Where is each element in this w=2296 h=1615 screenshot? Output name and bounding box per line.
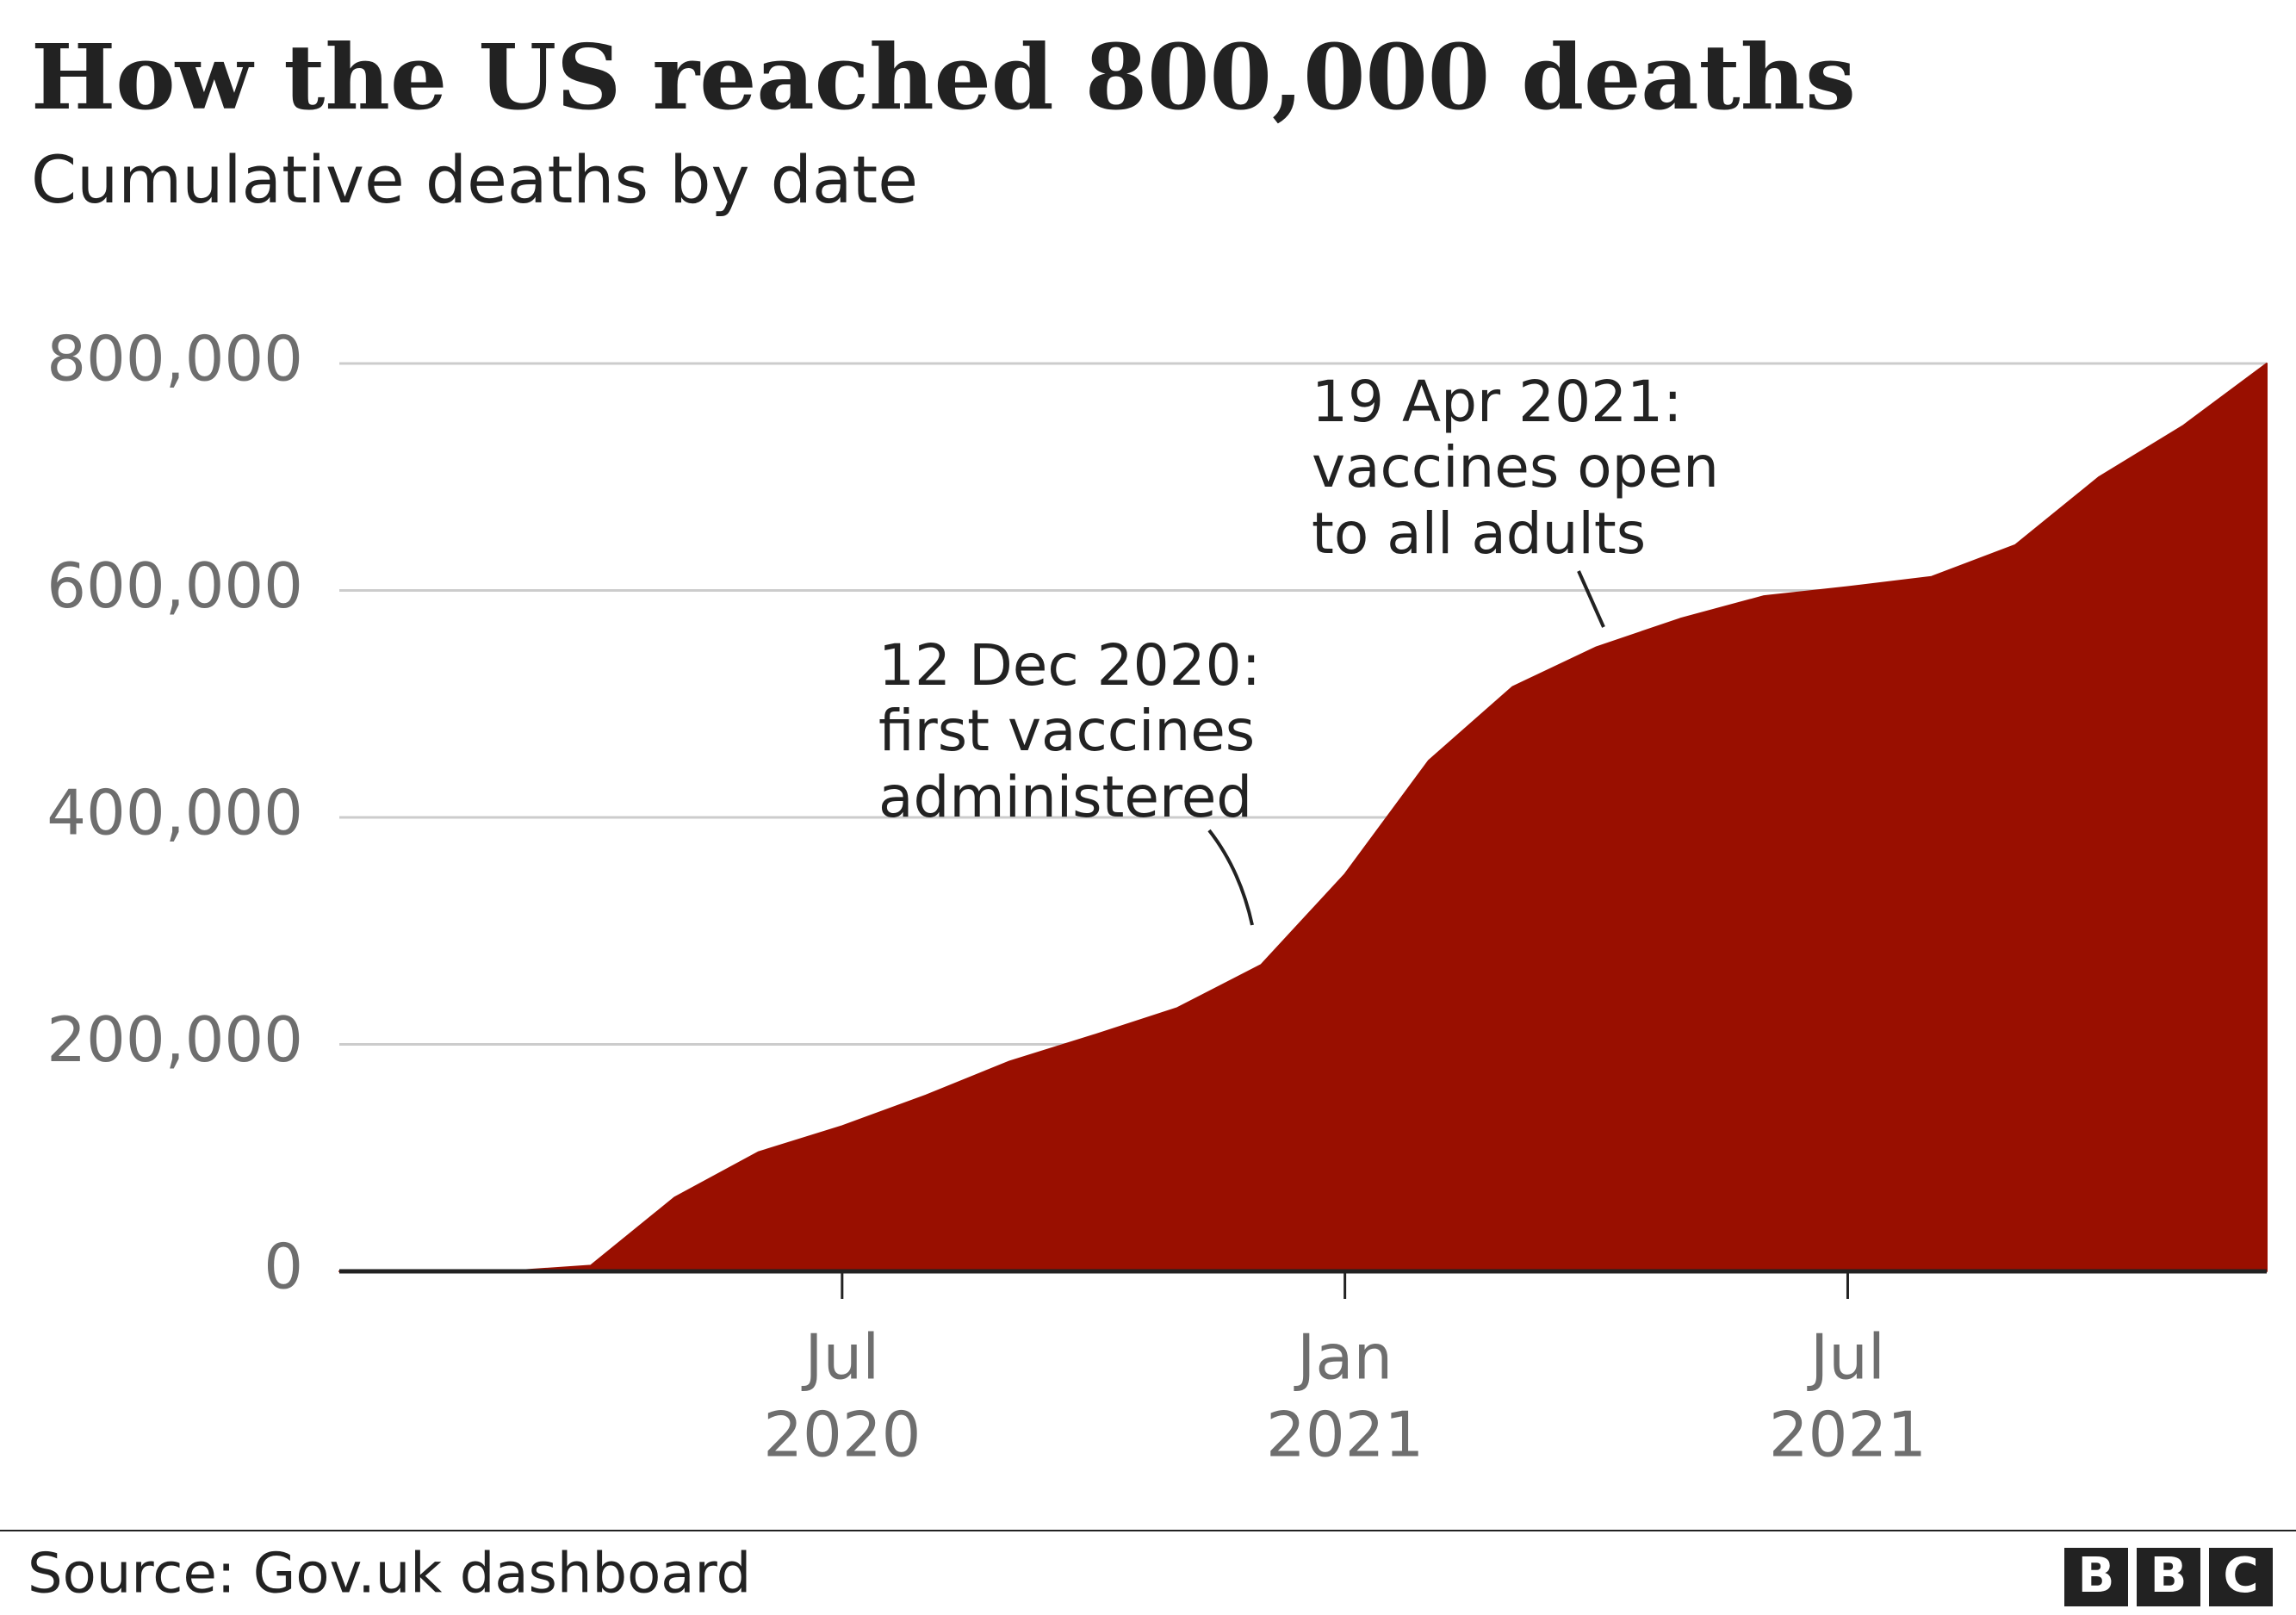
logo-box <box>2209 1548 2273 1606</box>
annotation-text: first vaccines <box>878 698 1255 764</box>
x-tick-label: Jan <box>1294 1321 1393 1394</box>
source: Source: Gov.uk dashboard <box>28 1543 751 1606</box>
y-tick-label: 400,000 <box>47 777 303 849</box>
annotation-text: 19 Apr 2021: <box>1312 369 1682 435</box>
y-tick-label: 200,000 <box>47 1003 303 1076</box>
logo-box <box>2064 1548 2128 1606</box>
x-tick-label: Jul <box>801 1321 879 1394</box>
annotation-text: administered <box>878 764 1252 830</box>
area <box>338 363 2268 1272</box>
x-tick-label: Jul <box>1807 1321 1885 1394</box>
x-tick-label: 2021 <box>1266 1399 1424 1471</box>
chart-title: How the US reached 800,000 deaths <box>31 24 1856 130</box>
annotation-pointer <box>1577 570 1605 628</box>
logo-letter: B <box>2150 1548 2187 1604</box>
annotation: 19 Apr 2021: vaccines open to all adults <box>1312 369 1719 567</box>
logo-letter: C <box>2223 1548 2258 1604</box>
y-tick-label: 800,000 <box>47 323 303 395</box>
logo-box <box>2137 1548 2200 1606</box>
logo: B B C <box>2064 1548 2273 1606</box>
chart-subtitle: Cumulative deaths by date <box>31 141 918 218</box>
annotation: 12 Dec 2020: first vaccines administered <box>878 632 1261 830</box>
x-tick-label: 2020 <box>763 1399 921 1471</box>
annotation-text: 12 Dec 2020: <box>878 632 1261 699</box>
y-tick-label: 600,000 <box>47 550 303 622</box>
annotation-text: vaccines open <box>1312 434 1719 500</box>
logo-letter: B <box>2078 1548 2115 1604</box>
y-tick-label: 0 <box>264 1231 303 1303</box>
grid: 0 200,000 400,000 600,000 800,000 <box>47 323 2267 1303</box>
x-tick-label: 2021 <box>1769 1399 1927 1471</box>
annotation-pointer <box>1207 829 1254 926</box>
annotation-text: to all adults <box>1312 500 1646 567</box>
